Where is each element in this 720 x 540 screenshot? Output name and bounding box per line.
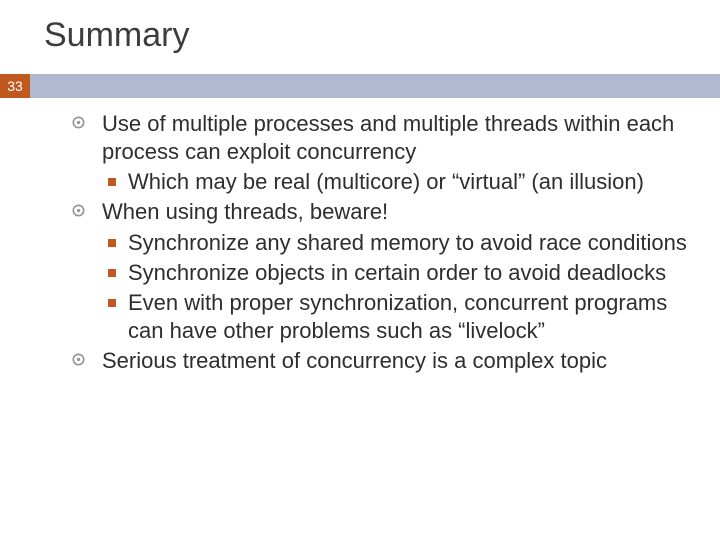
list-item: Use of multiple processes and multiple t… xyxy=(102,110,700,196)
header-bar xyxy=(0,74,720,98)
square-bullet-icon xyxy=(108,269,116,277)
slide-content: Use of multiple processes and multiple t… xyxy=(62,110,700,377)
list-item: Synchronize any shared memory to avoid r… xyxy=(128,229,700,257)
bullet-text: Synchronize objects in certain order to … xyxy=(128,260,666,285)
slide: Summary 33 Use of multiple processes and… xyxy=(0,0,720,540)
slide-title: Summary xyxy=(44,16,189,55)
page-number-chip: 33 xyxy=(0,74,30,98)
bullet-list: Use of multiple processes and multiple t… xyxy=(62,110,700,375)
list-item: Synchronize objects in certain order to … xyxy=(128,259,700,287)
sub-bullet-list: Synchronize any shared memory to avoid r… xyxy=(102,229,700,346)
sub-bullet-list: Which may be real (multicore) or “virtua… xyxy=(102,168,700,196)
square-bullet-icon xyxy=(108,239,116,247)
square-bullet-icon xyxy=(108,178,116,186)
list-item: Which may be real (multicore) or “virtua… xyxy=(128,168,700,196)
square-bullet-icon xyxy=(108,299,116,307)
bullet-text: Use of multiple processes and multiple t… xyxy=(102,111,674,164)
bullet-text: Even with proper synchronization, concur… xyxy=(128,290,667,343)
list-item: When using threads, beware! Synchronize … xyxy=(102,198,700,345)
bullet-text: Serious treatment of concurrency is a co… xyxy=(102,348,607,373)
list-item: Even with proper synchronization, concur… xyxy=(128,289,700,345)
list-item: Serious treatment of concurrency is a co… xyxy=(102,347,700,375)
bullet-text: When using threads, beware! xyxy=(102,199,388,224)
bullet-text: Which may be real (multicore) or “virtua… xyxy=(128,169,644,194)
ring-bullet-icon xyxy=(72,353,85,366)
bullet-text: Synchronize any shared memory to avoid r… xyxy=(128,230,687,255)
ring-bullet-icon xyxy=(72,204,85,217)
ring-bullet-icon xyxy=(72,116,85,129)
